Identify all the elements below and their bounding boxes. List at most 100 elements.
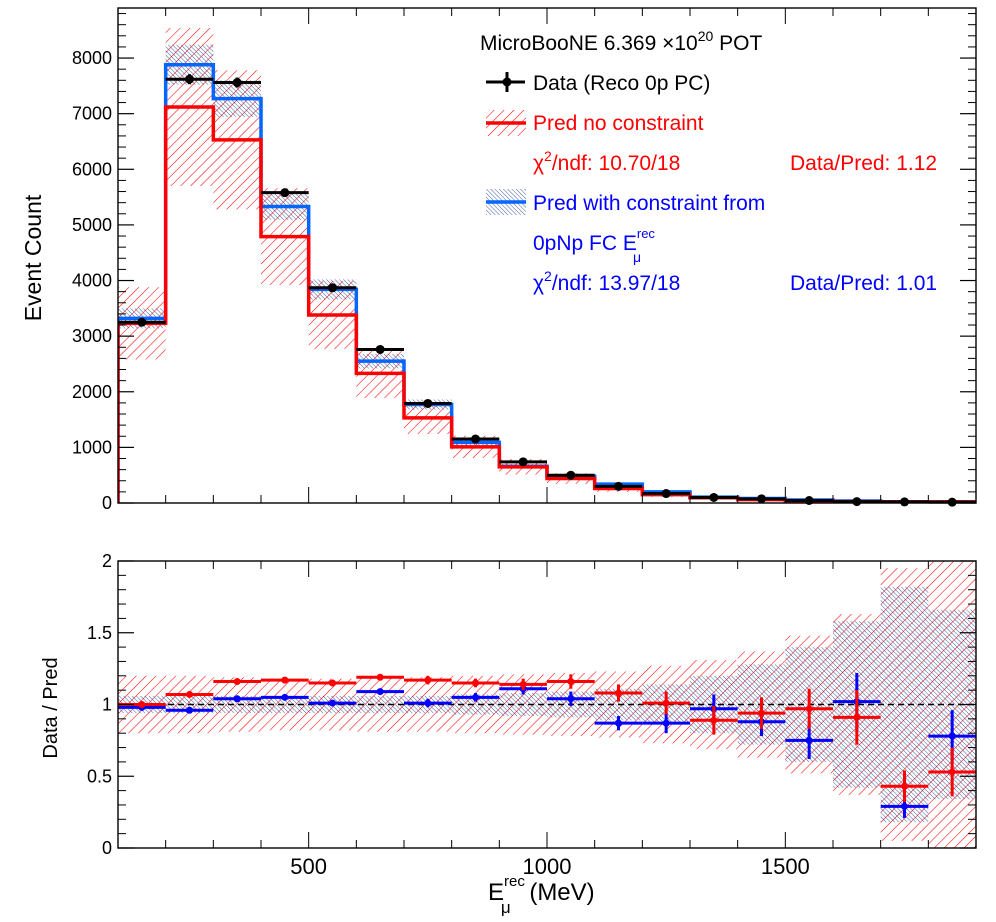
- ratio-point-blue-bin-2: [213, 695, 261, 703]
- data-point-bin-7: [451, 434, 500, 444]
- data-point-bin-9: [547, 470, 595, 480]
- legend-red-marker: [486, 110, 526, 136]
- data-point-bin-11: [642, 489, 690, 499]
- data-point-marker: [566, 470, 576, 480]
- ratio-point-red-bin-11: [642, 691, 690, 715]
- ratio-y-tick-label-1.5: 1.5: [87, 623, 112, 643]
- ratio-marker: [662, 699, 670, 707]
- data-point-marker: [185, 74, 194, 84]
- ratio-marker: [615, 719, 622, 727]
- data-point-marker: [375, 344, 385, 354]
- ratio-point-blue-bin-10: [594, 715, 643, 731]
- ratio-point-blue-bin-6: [404, 698, 452, 708]
- ratio-marker: [233, 695, 241, 703]
- ratio-point-red-bin-6: [404, 675, 452, 685]
- ratio-point-blue-bin-1: [165, 706, 214, 714]
- data-point-marker: [423, 398, 433, 408]
- ratio-point-blue-bin-7: [451, 693, 500, 702]
- y-tick-label-4000: 4000: [72, 271, 112, 291]
- ratio-marker: [567, 695, 575, 703]
- ratio-marker: [281, 676, 289, 684]
- ratio-marker: [329, 699, 336, 707]
- legend-data-marker: [486, 72, 525, 92]
- ratio-marker: [805, 736, 813, 744]
- x-tick-label-1000: 1000: [523, 854, 572, 879]
- ratio-marker: [424, 676, 432, 684]
- ratio-point-blue-bin-11: [642, 713, 690, 734]
- ratio-marker: [233, 678, 241, 686]
- y-tick-label-2000: 2000: [72, 382, 112, 402]
- data-point-marker: [709, 492, 719, 502]
- ratio-point-red-bin-3: [261, 676, 309, 684]
- bottom-x-axis-label: Erec μ (MeV): [488, 873, 595, 917]
- ratio-point-red-bin-10: [594, 684, 643, 702]
- ratio-points: [118, 672, 976, 818]
- data-point-bin-0: [118, 317, 166, 327]
- x-tick-label-500: 500: [290, 854, 327, 879]
- legend-blue-marker: [486, 189, 526, 215]
- y-tick-label-7000: 7000: [72, 104, 112, 124]
- ratio-point-red-bin-14: [785, 688, 833, 729]
- ratio-marker: [472, 679, 479, 687]
- top-panel: 0 1000 2000 3000 4000 5000 6000 7000 8000 Event …: [20, 7, 977, 513]
- ratio-point-blue-bin-4: [308, 699, 357, 707]
- top-axis-ticks: 0 1000 2000 3000 4000 5000 6000 7000 8000: [72, 8, 976, 513]
- ratio-marker: [853, 713, 861, 721]
- ratio-marker: [758, 709, 765, 717]
- ratio-point-red-bin-7: [451, 678, 500, 688]
- ratio-marker: [901, 782, 908, 790]
- ratio-point-blue-bin-16: [880, 794, 929, 818]
- legend-title: MicroBooNE 6.369 ×1020 POT: [480, 28, 762, 55]
- ratio-y-tick-label-1: 1: [102, 695, 112, 715]
- ratio-marker: [805, 705, 813, 713]
- data-point-marker: [852, 497, 862, 507]
- ratio-marker: [948, 732, 956, 740]
- ratio-marker: [615, 689, 622, 697]
- ratio-point-red-bin-9: [547, 674, 595, 689]
- legend-blue-ratio: Data/Pred: 1.01: [790, 272, 937, 295]
- ratio-marker: [281, 693, 289, 701]
- ratio-marker: [186, 706, 193, 714]
- data-point-marker: [900, 497, 909, 507]
- ratio-marker: [424, 699, 432, 707]
- y-tick-label-8000: 8000: [72, 48, 112, 68]
- ratio-point-red-bin-15: [833, 690, 881, 745]
- data-point-marker: [661, 489, 671, 499]
- ratio-point-blue-bin-5: [356, 688, 404, 696]
- ratio-point-blue-bin-9: [547, 691, 595, 706]
- ratio-bands: [118, 561, 976, 848]
- ratio-point-red-bin-8: [499, 678, 547, 691]
- ratio-point-red-bin-2: [213, 678, 261, 686]
- bottom-y-axis-label: Data / Pred: [40, 657, 62, 758]
- y-tick-label-0: 0: [102, 493, 112, 513]
- ratio-y-tick-label-0: 0: [102, 838, 112, 858]
- data-point-marker: [614, 481, 623, 491]
- ratio-marker: [376, 688, 384, 696]
- legend-data-label: Data (Reco 0p PC): [533, 72, 710, 95]
- data-point-bin-16: [880, 497, 929, 507]
- ratio-point-red-bin-4: [308, 679, 357, 687]
- bottom-panel: 0 0.5 1 1.5 2 500 1000 1500 Data / Pred Erec μ (…: [40, 551, 977, 917]
- x-tick-label-1500: 1500: [761, 854, 810, 879]
- legend-red-chi2: χ2/ndf: 10.70/18: [533, 148, 680, 175]
- data-point-bin-2: [213, 77, 261, 88]
- legend: MicroBooNE 6.369 ×1020 POT Data (Reco 0p…: [480, 28, 937, 295]
- bottom-axis-ticks: 0 0.5 1 1.5 2 500 1000 1500: [87, 551, 976, 879]
- ratio-marker: [186, 690, 193, 698]
- ratio-marker: [329, 679, 336, 687]
- data-points-top: [118, 74, 976, 507]
- ratio-y-tick-label-2: 2: [102, 551, 112, 571]
- ratio-marker: [662, 719, 670, 727]
- data-point-marker: [471, 434, 480, 444]
- ratio-marker: [948, 768, 956, 776]
- ratio-band-blue-bin-7: [451, 694, 500, 715]
- data-point-marker: [280, 188, 290, 198]
- data-point-bin-1: [165, 74, 214, 85]
- data-point-marker: [518, 457, 528, 467]
- data-point-bin-8: [499, 457, 547, 467]
- legend-blue-label: Pred with constraint from: [533, 192, 765, 215]
- data-point-bin-10: [594, 481, 643, 491]
- ratio-point-red-bin-16: [880, 770, 929, 803]
- ratio-marker: [138, 701, 146, 708]
